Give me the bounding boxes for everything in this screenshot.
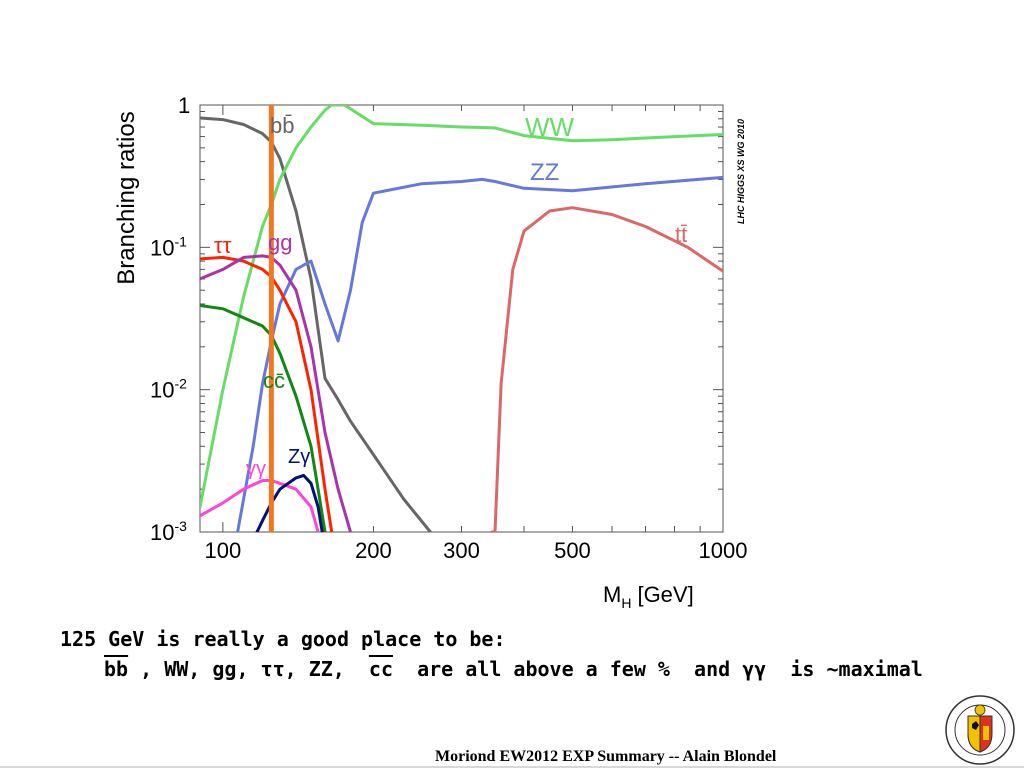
university-seal-logo — [945, 695, 1015, 765]
x-tick-label: 500 — [554, 538, 591, 563]
caption-mid-1: , WW, gg, ττ, ZZ, — [128, 657, 369, 681]
series-line — [200, 254, 352, 532]
plot-frame — [199, 104, 724, 533]
y-tick-label: 10-2 — [150, 376, 187, 403]
series-label: bb̄ — [270, 113, 294, 138]
x-axis-label-unit: [GeV] — [637, 582, 693, 607]
bottom-rule — [0, 766, 1024, 768]
series-label: ZZ — [530, 159, 559, 186]
y-tick-label: 1 — [178, 93, 190, 118]
caption-cc: cc — [368, 657, 394, 681]
series-line — [236, 175, 723, 532]
series-line — [200, 304, 327, 532]
x-axis-label-sub: H — [621, 595, 631, 611]
series-label: gg — [268, 230, 292, 255]
series-line — [200, 255, 334, 532]
footer-text: Moriond EW2012 EXP Summary -- Alain Blon… — [435, 748, 777, 765]
caption-mid-2: are all above a few % and γγ is ~maximal — [393, 657, 923, 681]
x-tick-label: 200 — [355, 538, 392, 563]
series-label: Zγ — [288, 446, 310, 468]
branching-ratio-chart: 100 200 300 500 1000 1 10-1 10-2 10-3 bb̄ WW ZZ tt̄ τ… — [113, 93, 748, 611]
y-tick-label: 10-3 — [150, 518, 187, 545]
y-axis-label: Branching ratios — [113, 111, 140, 284]
x-axis-label-main: M — [603, 582, 621, 607]
series-line — [200, 479, 320, 532]
caption-line-2: bb , WW, gg, ττ, ZZ, cc are all above a … — [60, 654, 923, 684]
series-line — [200, 116, 432, 532]
series-line — [255, 473, 324, 532]
x-tick-label: 300 — [443, 538, 480, 563]
caption-line-1: 125 GeV is really a good place to be: — [60, 627, 506, 651]
caption: 125 GeV is really a good place to be: bb… — [60, 624, 923, 684]
series-label: WW — [525, 112, 575, 142]
series-line — [200, 105, 723, 509]
y-tick-label: 10-1 — [150, 233, 187, 260]
x-tick-label: 100 — [205, 538, 242, 563]
series-label: tt̄ — [675, 222, 687, 247]
x-tick-label: 1000 — [699, 538, 748, 563]
series-group — [200, 105, 723, 532]
series-label: cc̄ — [263, 368, 285, 393]
series-line — [490, 206, 723, 532]
series-label: ττ — [214, 233, 232, 258]
caption-bb: bb — [104, 657, 129, 681]
series-label: γγ — [246, 458, 266, 480]
x-axis-label: MH [GeV] — [603, 582, 694, 611]
watermark: LHC HIGGS XS WG 2010 — [736, 119, 746, 224]
